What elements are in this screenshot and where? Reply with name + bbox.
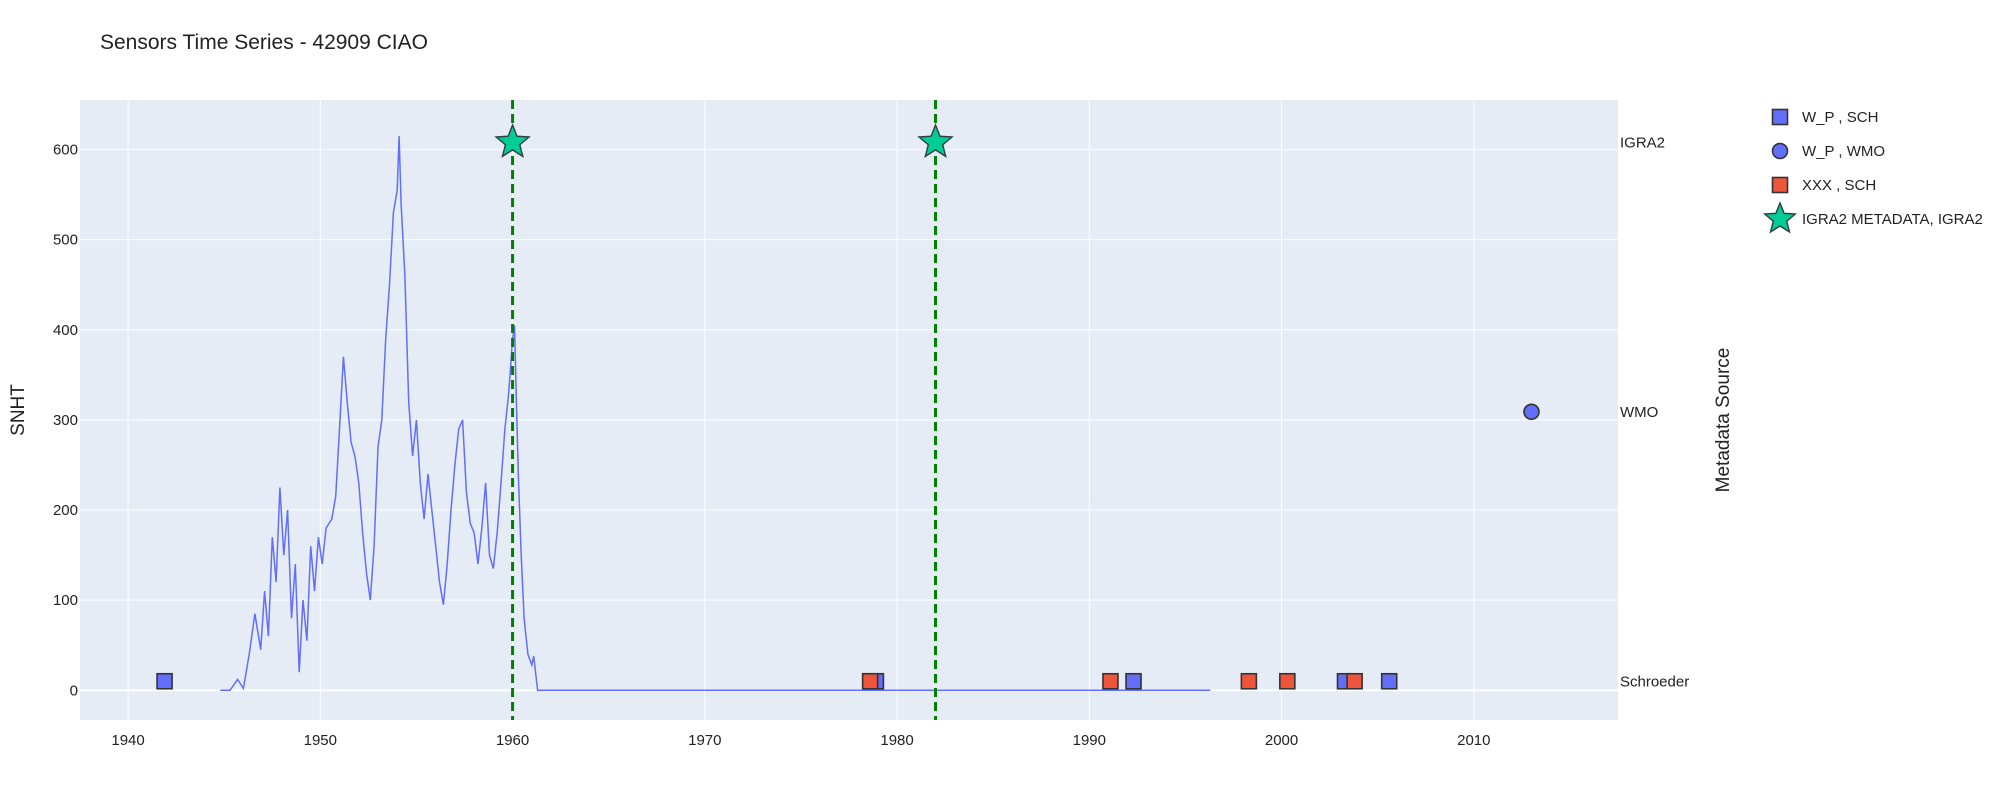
legend: W_P , SCH W_P , WMO XXX , SCH IGRA2 METADAT… [1762,108,1983,234]
y2-axis-title: Metadata Source [1713,348,1734,493]
chart-title: Sensors Time Series - 42909 CIAO [100,31,428,54]
metadata-marker [1279,672,1296,690]
x-tick-label: 1940 [111,732,144,749]
legend-label: W_P , WMO [1802,143,1885,160]
legend-swatch [1771,142,1789,160]
y2-tick-label: IGRA2 [1620,134,1665,151]
y-tick-label: 600 [53,142,78,159]
y-axis-title: SNHT [8,384,29,436]
x-tick-label: 1970 [688,732,721,749]
metadata-marker [1346,672,1363,690]
metadata-marker [1125,672,1142,690]
metadata-marker [861,672,879,690]
y2-tick-label: Schroeder [1620,673,1689,690]
y-tick-label: 400 [53,322,78,339]
metadata-marker [1380,672,1398,690]
metadata-marker [1240,672,1258,690]
metadata-marker [1523,403,1540,421]
x-tick-label: 1960 [496,732,529,749]
legend-label: XXX , SCH [1802,177,1876,194]
y-tick-label: 200 [53,502,78,519]
x-tick-label: 1990 [1073,732,1106,749]
legend-swatch [1771,108,1789,126]
metadata-marker [156,672,173,690]
snht-line [220,135,1211,692]
y2-tick-label: WMO [1620,404,1658,421]
legend-swatch [1762,200,1798,234]
metadata-marker [1102,672,1119,690]
y-tick-label: 500 [53,232,78,249]
metadata-marker [494,123,531,158]
metadata-marker [917,123,954,158]
plot-background [80,100,1618,720]
legend-label: W_P , SCH [1802,109,1878,126]
x-tick-label: 2010 [1457,732,1490,749]
x-tick-label: 1950 [304,732,337,749]
x-tick-label: 1980 [880,732,913,749]
y-tick-label: 100 [53,592,78,609]
y-tick-label: 300 [53,412,78,429]
legend-label: IGRA2 METADATA, IGRA2 [1802,211,1983,228]
plot-area: 1940 1950 1960 1970 1980 1990 2000 2010 0 100 200 3… [53,100,1689,749]
y-tick-label: 0 [70,682,78,699]
x-tick-label: 2000 [1265,732,1298,749]
legend-swatch [1771,176,1789,194]
